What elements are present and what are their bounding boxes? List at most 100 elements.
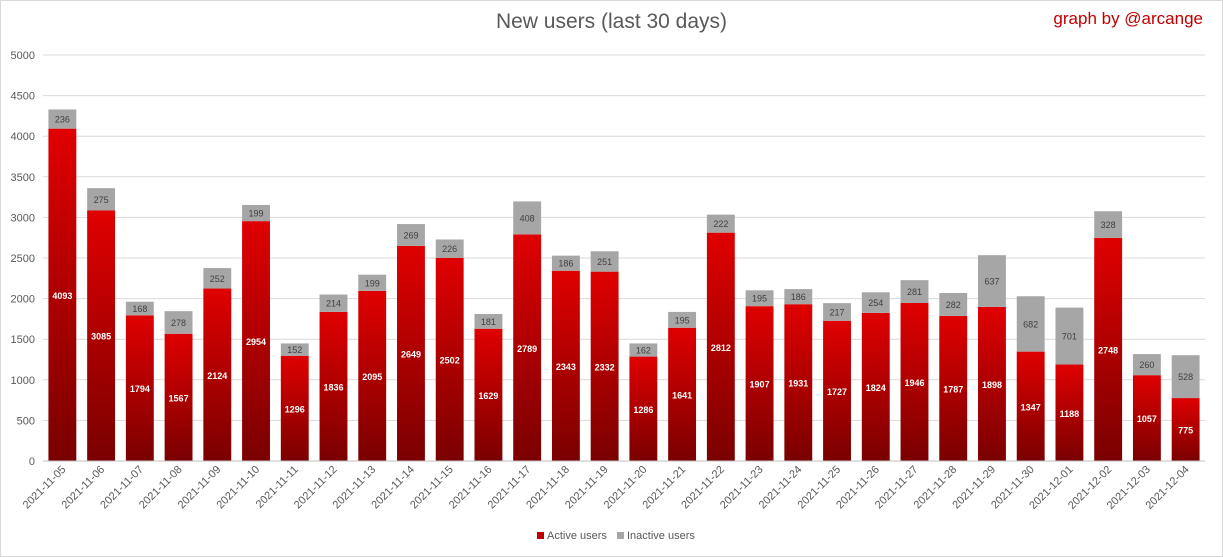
y-tick-label: 5000	[11, 50, 35, 62]
data-label-inactive: 217	[830, 307, 845, 317]
data-label-active: 1641	[672, 390, 692, 400]
data-label-active: 1898	[982, 380, 1002, 390]
x-axis: 2021-11-052021-11-062021-11-072021-11-08…	[21, 460, 1205, 512]
bar-inactive	[900, 280, 929, 303]
data-label-inactive: 251	[597, 257, 612, 267]
y-tick-label: 500	[17, 415, 35, 427]
bar-inactive	[745, 290, 774, 307]
bar-active	[939, 315, 968, 461]
data-label-inactive: 199	[365, 278, 380, 288]
data-label-active: 2748	[1098, 345, 1118, 355]
data-label-inactive: 278	[171, 318, 186, 328]
data-label-inactive: 195	[675, 315, 690, 325]
bar-inactive	[706, 214, 735, 233]
data-label-inactive: 408	[520, 213, 535, 223]
data-label-active: 1057	[1137, 414, 1157, 424]
bar-active	[203, 288, 232, 461]
data-label-inactive: 168	[132, 304, 147, 314]
bar-active	[1055, 364, 1084, 461]
data-label-inactive: 199	[249, 209, 264, 219]
data-label-inactive: 214	[326, 299, 341, 309]
data-label-active: 1296	[285, 404, 305, 414]
bar-active	[1094, 237, 1123, 461]
bar-inactive	[87, 188, 116, 211]
bar-active	[513, 234, 542, 461]
data-label-active: 1629	[478, 391, 498, 401]
bar-inactive	[435, 239, 464, 258]
data-label-active: 1794	[130, 384, 150, 394]
data-label-active: 1931	[788, 379, 808, 389]
data-label-active: 2812	[711, 343, 731, 353]
gridlines	[43, 54, 1205, 462]
bar-active	[629, 356, 658, 461]
bar-active	[319, 311, 348, 461]
data-label-inactive: 328	[1101, 220, 1116, 230]
data-label-inactive: 682	[1023, 319, 1038, 329]
legend: Active users Inactive users	[537, 530, 695, 542]
bar-inactive	[242, 204, 270, 222]
data-label-active: 1286	[633, 405, 653, 415]
y-tick-label: 4500	[11, 91, 35, 103]
data-label-inactive: 701	[1062, 332, 1077, 342]
data-label-active: 2343	[556, 362, 576, 372]
y-axis: 0 500 1000 1500 2000 2500 3000 3500 4000 4500 5000	[11, 50, 35, 468]
bar-active	[823, 320, 851, 461]
bar-active	[590, 271, 619, 461]
bar-inactive	[1055, 307, 1084, 365]
data-label-active: 2124	[207, 371, 227, 381]
bar-active	[397, 245, 425, 461]
bar-inactive	[629, 343, 658, 357]
data-label-inactive: 282	[946, 300, 961, 310]
legend-swatch-active	[537, 532, 544, 539]
bar-active	[900, 302, 929, 461]
data-label-active: 1824	[866, 383, 886, 393]
y-tick-label: 0	[29, 456, 35, 468]
bar-active	[784, 304, 813, 461]
bar-inactive	[1171, 355, 1200, 399]
bar-active	[551, 270, 580, 461]
bar-inactive	[861, 292, 890, 313]
bar-inactive	[784, 289, 813, 305]
bar-active	[474, 328, 503, 461]
bar-inactive	[125, 301, 154, 316]
bar-active	[242, 221, 270, 461]
data-label-inactive: 226	[442, 244, 457, 254]
data-label-inactive: 181	[481, 317, 496, 327]
bar-active	[668, 327, 697, 461]
bar-inactive	[280, 343, 309, 356]
legend-label-active: Active users	[547, 530, 607, 542]
data-label-inactive: 195	[752, 294, 767, 304]
data-label-active: 2954	[246, 337, 266, 347]
bar-active	[87, 210, 116, 461]
bar-active	[861, 312, 890, 461]
bar-inactive	[551, 255, 580, 271]
data-label-inactive: 275	[94, 195, 109, 205]
legend-swatch-inactive	[617, 532, 624, 539]
data-label-active: 2095	[362, 372, 382, 382]
bars: 4093 236 3085 275 1794 168 1567 278 2124 252 2954 1…	[48, 109, 1200, 461]
bar-active	[435, 257, 464, 461]
data-label-inactive: 281	[907, 287, 922, 297]
data-label-inactive: 186	[791, 292, 806, 302]
bar-inactive	[164, 311, 193, 334]
y-tick-label: 2500	[11, 253, 35, 265]
data-label-active: 4093	[52, 291, 72, 301]
data-label-inactive: 528	[1178, 372, 1193, 382]
bar-inactive	[513, 201, 542, 235]
data-label-active: 1727	[827, 387, 847, 397]
bar-active	[280, 355, 309, 461]
y-tick-label: 4000	[11, 131, 35, 143]
data-label-active: 1787	[943, 384, 963, 394]
bar-inactive	[939, 292, 968, 316]
bar-inactive	[48, 109, 77, 129]
bar-inactive	[474, 314, 503, 329]
data-label-inactive: 252	[210, 274, 225, 284]
bar-inactive	[319, 294, 348, 312]
data-label-active: 2502	[440, 355, 460, 365]
bar-active	[358, 290, 387, 461]
data-label-inactive: 186	[558, 259, 573, 269]
data-label-inactive: 152	[287, 345, 302, 355]
bar-inactive	[590, 251, 619, 272]
y-tick-label: 2000	[11, 294, 35, 306]
